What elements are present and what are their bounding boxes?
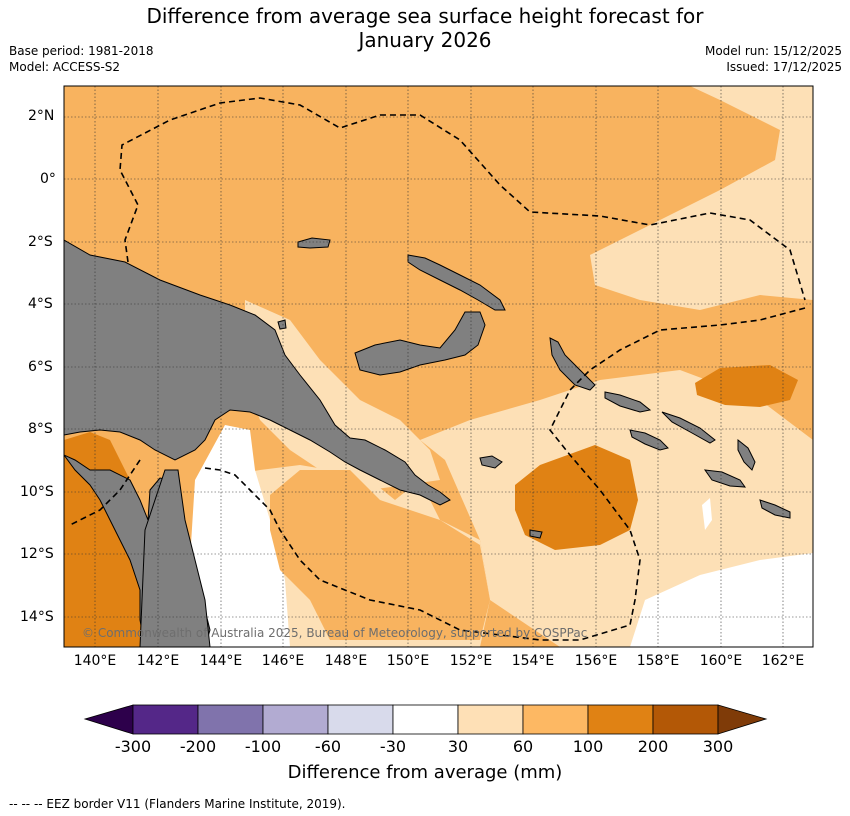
colorbar-cell xyxy=(132,704,199,735)
land-santa-isabel xyxy=(661,411,716,444)
lon-label: 152°E xyxy=(449,653,493,669)
graticule xyxy=(64,86,813,647)
land-choiseul-isabel xyxy=(604,391,652,413)
land-makira xyxy=(703,469,747,488)
field-30-60-gulf-papua xyxy=(245,300,440,490)
colorbar-extend-high xyxy=(717,704,768,735)
lat-label: 2°S xyxy=(28,234,53,250)
land-malaita xyxy=(737,438,756,471)
field-100-200-northeast xyxy=(695,365,798,407)
colorbar-label: -100 xyxy=(244,737,282,756)
lon-label: 158°E xyxy=(636,653,680,669)
land-bougainville xyxy=(549,337,596,391)
lon-label: 140°E xyxy=(73,653,117,669)
model-run: Model run: 15/12/2025 xyxy=(704,44,842,58)
lat-label: 6°S xyxy=(28,359,53,375)
lon-label: 156°E xyxy=(574,653,618,669)
model-name: Model: ACCESS-S2 xyxy=(9,60,121,74)
colorbar-extend-low xyxy=(83,704,134,735)
colorbar-cell xyxy=(197,704,264,735)
field-30-60-northeast xyxy=(590,86,813,310)
colorbar-label: -60 xyxy=(314,737,342,756)
field-neutral-patch xyxy=(702,498,712,530)
colorbar-label: 300 xyxy=(702,737,734,756)
field-60-100-coral-sea xyxy=(270,470,490,640)
copyright-credit: © Commonwealth of Australia 2025, Bureau… xyxy=(82,626,588,640)
land-guadalcanal xyxy=(629,429,669,451)
lat-label: 8°S xyxy=(28,421,53,437)
lat-label: 14°S xyxy=(20,609,54,625)
lon-label: 154°E xyxy=(511,653,555,669)
lon-label: 148°E xyxy=(324,653,368,669)
lon-label: 160°E xyxy=(699,653,743,669)
colorbar-title: Difference from average (mm) xyxy=(287,762,563,783)
lon-label: 144°E xyxy=(199,653,243,669)
field-neutral-south xyxy=(190,425,290,647)
colorbar-cell xyxy=(457,704,524,735)
land-cape-york-east xyxy=(139,469,211,647)
issued-date: Issued: 17/12/2025 xyxy=(726,60,842,74)
colorbar-label: 30 xyxy=(447,737,469,756)
colorbar-cell xyxy=(587,704,654,735)
lat-label: 2°N xyxy=(28,108,55,124)
colorbar xyxy=(83,704,768,735)
land-new-britain xyxy=(354,311,486,376)
colorbar-cell xyxy=(392,704,459,735)
field-neutral-east xyxy=(630,553,813,647)
colorbar-label: 100 xyxy=(572,737,604,756)
colorbar-cell xyxy=(327,704,394,735)
colorbar-cell xyxy=(262,704,329,735)
lat-label: 0° xyxy=(40,171,56,187)
meta-left: Base period: 1981-2018 Model: ACCESS-S2 xyxy=(9,43,154,75)
title-line-2: January 2026 xyxy=(358,28,492,52)
lon-label: 146°E xyxy=(261,653,305,669)
colorbar-label: -30 xyxy=(379,737,407,756)
land-new-ireland xyxy=(407,254,506,311)
lat-label: 10°S xyxy=(20,484,54,500)
colorbar-cell xyxy=(652,704,719,735)
field-100-200-solomon xyxy=(515,445,638,550)
land-manus xyxy=(297,237,331,249)
lon-label: 162°E xyxy=(761,653,805,669)
land-louisiade xyxy=(479,455,503,469)
land-rossel xyxy=(529,529,543,539)
colorbar-label: 60 xyxy=(512,737,534,756)
map-plot-area xyxy=(64,86,813,647)
land-new-guinea xyxy=(64,239,451,506)
lat-label: 12°S xyxy=(20,546,54,562)
lon-label: 142°E xyxy=(136,653,180,669)
lat-label: 4°S xyxy=(28,296,53,312)
title-line-1: Difference from average sea surface heig… xyxy=(146,4,704,28)
colorbar-cell xyxy=(522,704,589,735)
meta-right: Model run: 15/12/2025 Issued: 17/12/2025 xyxy=(705,43,842,75)
eez-borders xyxy=(69,97,806,641)
land-rennell xyxy=(759,499,791,519)
lon-label: 150°E xyxy=(386,653,430,669)
eez-legend: -- -- -- EEZ border V11 (Flanders Marine… xyxy=(9,797,346,811)
chart-title: Difference from average sea surface heig… xyxy=(0,4,850,52)
base-period: Base period: 1981-2018 xyxy=(9,44,154,58)
land-small-islet xyxy=(277,319,287,330)
colorbar-label: -200 xyxy=(179,737,217,756)
map-frame xyxy=(63,85,814,648)
colorbar-label: -300 xyxy=(114,737,152,756)
colorbar-label: 200 xyxy=(637,737,669,756)
